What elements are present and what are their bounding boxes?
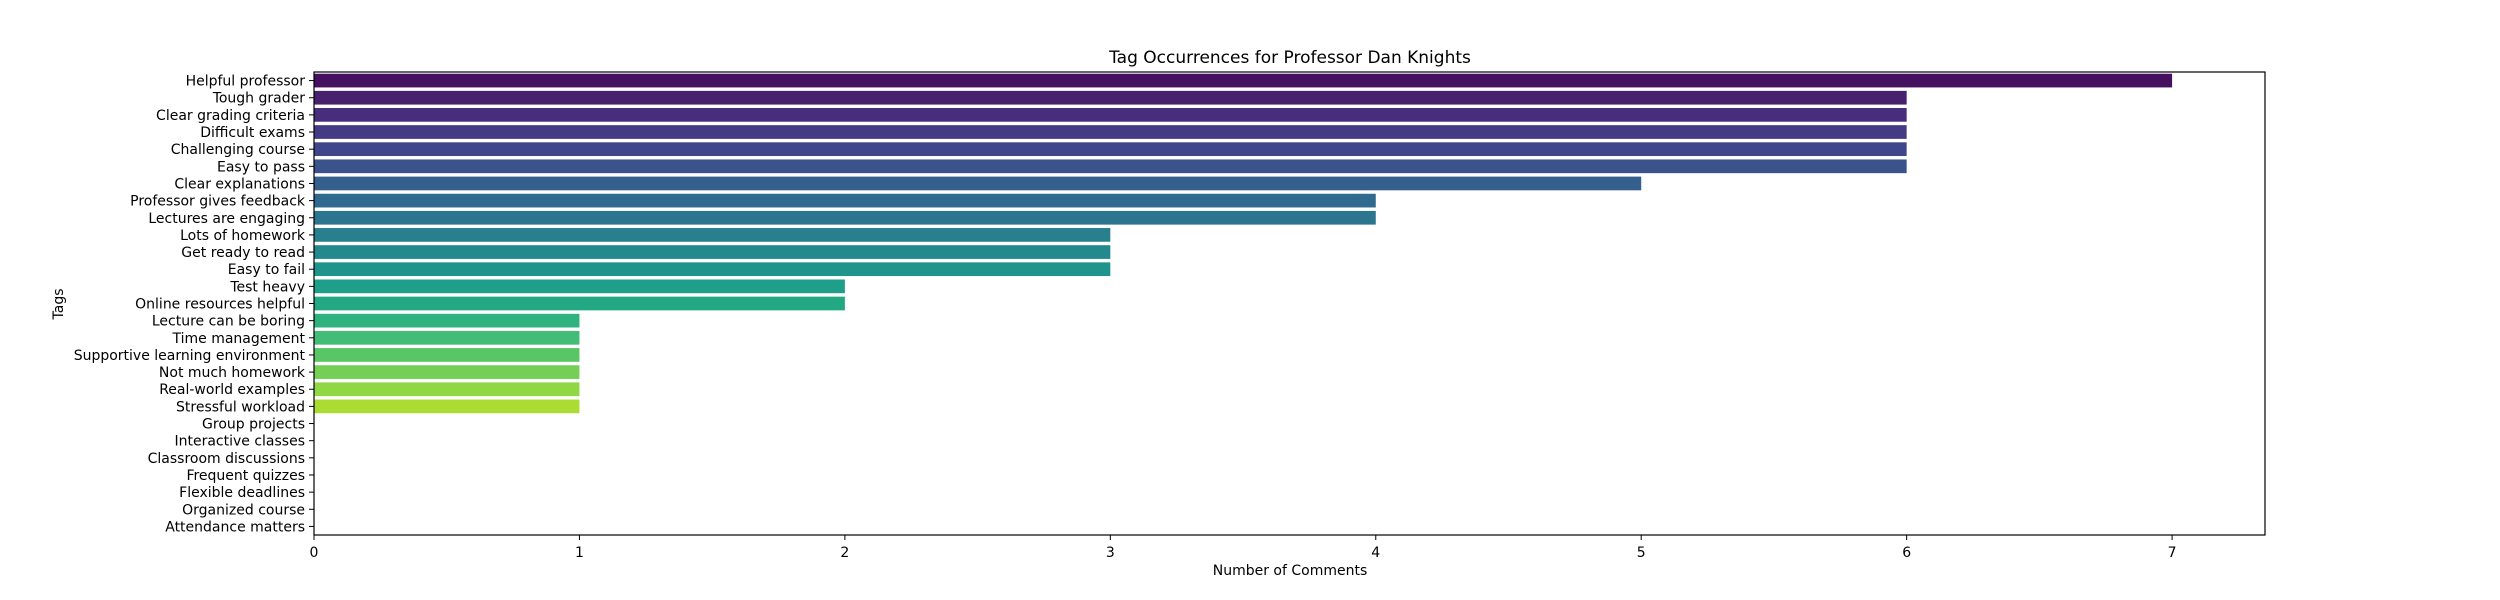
y-tick-label: Supportive learning environment xyxy=(74,348,306,364)
bar xyxy=(314,313,580,328)
bar xyxy=(314,108,1907,122)
y-tick-label: Lectures are engaging xyxy=(148,211,305,227)
y-tick-label: Attendance matters xyxy=(165,519,305,535)
x-tick-label: 2 xyxy=(840,545,849,561)
y-tick-label: Classroom discussions xyxy=(148,451,305,467)
y-tick-label: Clear grading criteria xyxy=(156,108,305,124)
y-tick-label: Interactive classes xyxy=(174,434,305,450)
x-tick-label: 7 xyxy=(2168,545,2177,561)
x-tick-label: 1 xyxy=(575,545,584,561)
y-tick-label: Difficult exams xyxy=(200,125,305,141)
bar xyxy=(314,262,1111,277)
chart-title: Tag Occurrences for Professor Dan Knight… xyxy=(1108,48,1471,68)
bar xyxy=(314,73,2173,88)
bar xyxy=(314,210,1376,225)
y-tick-label: Easy to pass xyxy=(217,159,305,175)
y-tick-label: Lots of homework xyxy=(180,228,306,244)
y-tick-label: Test heavy xyxy=(229,279,305,295)
bar xyxy=(314,382,580,397)
bar xyxy=(314,365,580,379)
y-tick-label: Helpful professor xyxy=(186,74,306,90)
y-tick-label: Lecture can be boring xyxy=(152,314,305,330)
y-tick-label: Flexible deadlines xyxy=(179,485,305,501)
y-tick-label: Stressful workload xyxy=(176,399,305,415)
y-tick-label: Group projects xyxy=(202,417,305,433)
bar xyxy=(314,296,845,311)
x-tick-label: 5 xyxy=(1637,545,1646,561)
bar xyxy=(314,159,1907,174)
bar xyxy=(314,399,580,414)
y-tick-label: Not much homework xyxy=(159,365,306,381)
bar xyxy=(314,330,580,345)
x-tick-label: 4 xyxy=(1371,545,1380,561)
bars-group xyxy=(314,73,2173,414)
bar xyxy=(314,142,1907,157)
bar xyxy=(314,348,580,362)
bar xyxy=(314,279,845,294)
y-axis-label: Tags xyxy=(51,289,67,321)
x-tick-label: 3 xyxy=(1106,545,1115,561)
x-tick-label: 0 xyxy=(310,545,319,561)
bar xyxy=(314,245,1111,259)
y-tick-label: Easy to fail xyxy=(228,262,305,278)
y-tick-label: Clear explanations xyxy=(174,176,305,192)
y-tick-label: Get ready to read xyxy=(181,245,305,261)
bar xyxy=(314,90,1907,105)
y-tick-label: Frequent quizzes xyxy=(186,468,305,484)
y-tick-label: Tough grader xyxy=(212,91,306,107)
y-tick-label: Real-world examples xyxy=(159,382,305,398)
plot-frame xyxy=(313,71,2266,536)
y-tick-label: Online resources helpful xyxy=(135,297,305,313)
y-tick-label: Time management xyxy=(172,331,306,347)
y-tick-label: Challenging course xyxy=(171,142,305,158)
x-axis-label: Number of Comments xyxy=(1213,563,1368,579)
x-tick-label: 6 xyxy=(1902,545,1911,561)
y-tick-label: Professor gives feedback xyxy=(130,194,306,210)
bar xyxy=(314,228,1111,242)
x-tick-labels: 0 1 2 3 4 5 6 7 xyxy=(310,535,2177,561)
bar xyxy=(314,176,1642,191)
bar xyxy=(314,125,1907,139)
y-tick-label: Organized course xyxy=(182,502,305,518)
bar xyxy=(314,193,1376,208)
